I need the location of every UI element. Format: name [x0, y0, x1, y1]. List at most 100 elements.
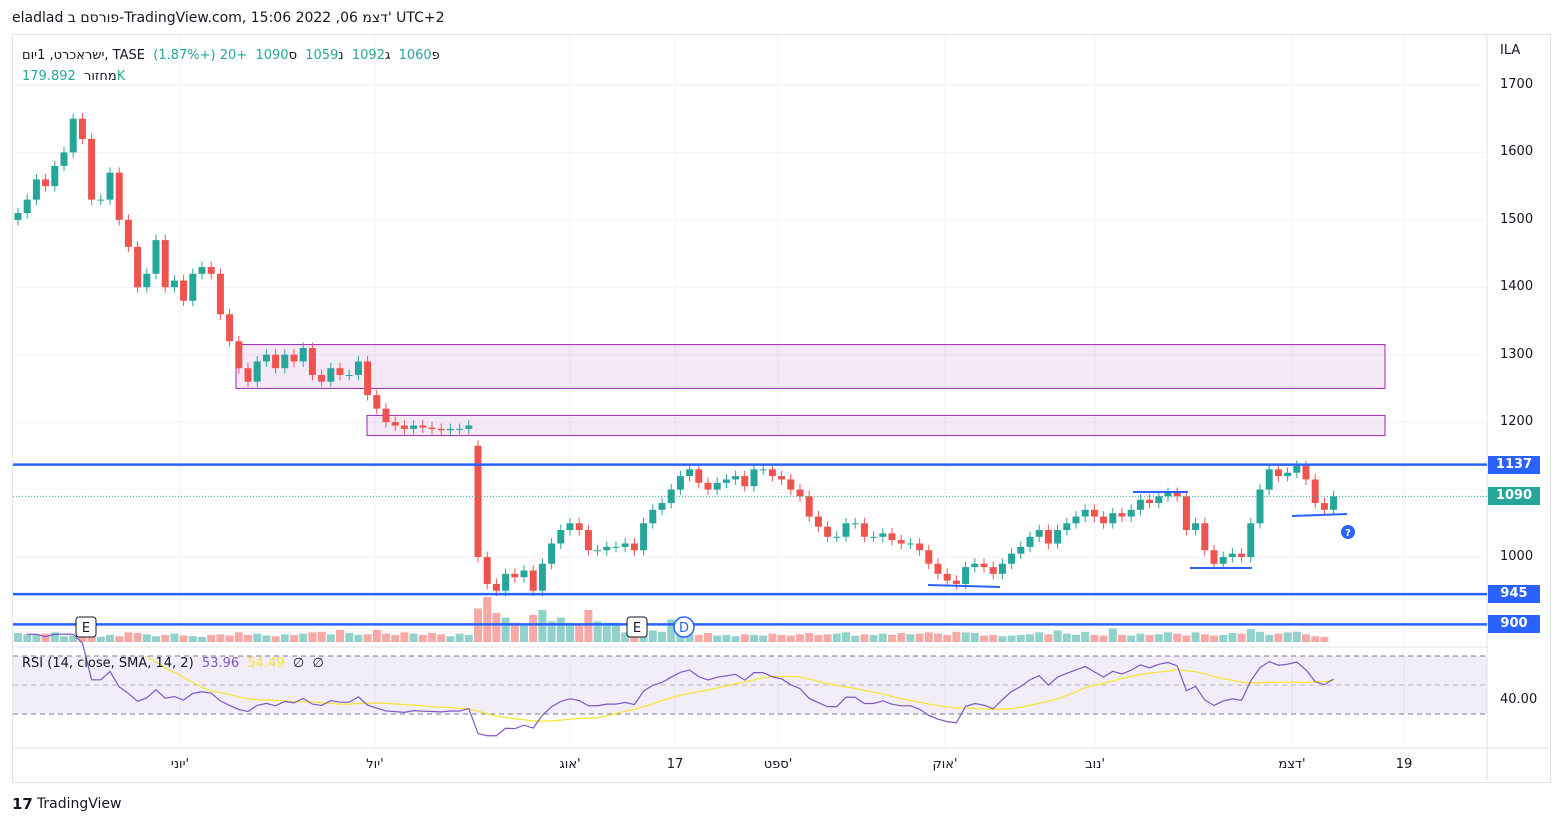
volume-bar: [906, 634, 915, 642]
candle-body: [520, 570, 528, 578]
candle-body: [428, 427, 436, 429]
volume-bar: [290, 634, 298, 642]
volume-bar: [832, 633, 841, 642]
candle-body: [1219, 557, 1227, 564]
volume-bar: [869, 634, 878, 642]
candle-body: [262, 354, 270, 362]
candle-body: [1238, 553, 1246, 557]
volume-bar: [658, 631, 666, 642]
candle-body: [60, 152, 68, 166]
volume-bar: [566, 622, 574, 642]
volume-bar: [1200, 634, 1209, 642]
candle-body: [318, 374, 326, 382]
candle-body: [1026, 536, 1034, 547]
volume-bar: [60, 636, 68, 642]
rsi-legend[interactable]: RSI (14, close, SMA, 14, 2) 53.96 54.49 …: [22, 656, 324, 671]
volume-bar: [1053, 630, 1062, 642]
volume-bar: [345, 633, 354, 642]
time-tick-label: אוג': [559, 757, 581, 772]
volume-bar: [1283, 632, 1292, 642]
candle-body: [382, 408, 390, 423]
low-label: נ: [338, 48, 344, 63]
candle-body: [667, 489, 675, 504]
candle-body: [870, 536, 878, 538]
volume-bar: [722, 634, 731, 642]
candle-body: [1256, 489, 1264, 524]
volume-bar: [124, 632, 133, 642]
volume-bar: [777, 634, 786, 642]
candle-body: [106, 172, 114, 200]
candle-body: [934, 563, 942, 574]
open-value: 1060: [398, 48, 432, 63]
level-price-badge: 900: [1488, 615, 1540, 634]
candle-body: [916, 543, 924, 551]
volume-bar: [455, 633, 464, 642]
candle-body: [391, 422, 399, 426]
time-tick-label: ספט': [763, 757, 793, 772]
volume-bar: [179, 635, 188, 642]
candle-body: [989, 567, 997, 574]
candle-body: [364, 361, 372, 396]
volume-bar: [170, 633, 179, 642]
volume-bar: [1108, 628, 1117, 642]
candle-body: [14, 213, 22, 220]
candle-body: [787, 479, 795, 490]
candle-body: [594, 550, 602, 552]
volume-bar: [23, 634, 32, 642]
volume-bar: [952, 631, 961, 642]
candle-body: [686, 469, 694, 477]
time-tick-label: דצמ': [1278, 757, 1306, 772]
low-value: 1059: [305, 48, 339, 63]
dividend-marker-icon: [673, 616, 695, 638]
time-tick-label: אוק': [932, 757, 958, 772]
candle-body: [180, 280, 188, 301]
candle-body: [42, 179, 50, 187]
candle-body: [216, 273, 224, 315]
volume-bar: [133, 633, 142, 642]
time-tick-label: 19: [1395, 757, 1413, 772]
volume-bar: [1118, 634, 1126, 642]
volume-bar: [823, 634, 832, 642]
volume-bar: [41, 633, 50, 642]
candle-body: [1155, 496, 1163, 504]
candle-body: [281, 354, 289, 369]
volume-bar: [860, 634, 869, 642]
candle-body: [69, 118, 77, 153]
footer-brand[interactable]: 𝟭𝟳 TradingView: [12, 795, 121, 813]
candle-body: [1201, 523, 1209, 551]
volume-bar: [106, 634, 114, 642]
candle-body: [253, 361, 261, 382]
volume-bar: [216, 634, 225, 642]
candle-body: [879, 533, 887, 537]
candle-body: [1017, 546, 1025, 554]
candle-body: [906, 543, 914, 545]
volume-bar: [961, 632, 970, 642]
volume-bar: [547, 621, 556, 642]
volume-bar: [115, 636, 124, 642]
resistance-zone: [235, 344, 1386, 389]
volume-bar: [492, 613, 501, 642]
candle-body: [814, 516, 822, 527]
earnings-marker-icon: [75, 616, 97, 638]
candle-body: [1063, 523, 1071, 531]
currency-label: ILA: [1500, 43, 1521, 58]
volume-bar: [593, 621, 602, 642]
candle-body: [23, 199, 31, 214]
volume-bar: [1090, 634, 1099, 642]
volume-bar: [280, 634, 289, 642]
chart-frame: [12, 34, 1551, 783]
candle-body: [1100, 516, 1108, 524]
volume-bar: [1311, 636, 1320, 642]
candle-body: [1090, 509, 1098, 517]
volume-bar: [1191, 632, 1200, 642]
rsi-line: [27, 633, 1334, 737]
candle-body: [548, 543, 556, 564]
volume-bar: [354, 634, 363, 642]
time-tick-label: יוני': [170, 757, 190, 772]
symbol-name[interactable]: ישראכרט, 1יום, TASE: [22, 48, 145, 63]
candle-body: [621, 543, 629, 547]
volume-bar: [704, 633, 712, 642]
candle-body: [713, 482, 721, 490]
